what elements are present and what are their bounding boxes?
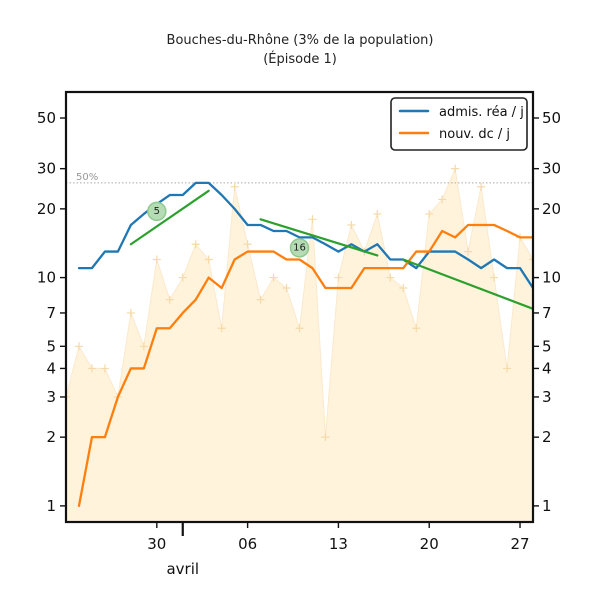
daily-point [295, 324, 304, 333]
y-tick-label-left: 4 [46, 359, 56, 377]
trend-line-2 [259, 218, 379, 257]
daily-point [321, 433, 330, 442]
daily-point [87, 364, 96, 373]
y-tick-label-left: 10 [37, 269, 56, 287]
daily-point [269, 273, 278, 282]
daily-point [464, 247, 473, 256]
daily-point [217, 324, 226, 333]
daily-point [373, 209, 382, 218]
legend-label-adm: admis. réa / j [439, 105, 524, 120]
chart-title: Bouches-du-Rhône (3% de la population) [167, 33, 434, 48]
daily-point [438, 195, 447, 204]
reference-line-label: 50% [76, 172, 98, 183]
daily-point [178, 273, 187, 282]
y-tick-label-right: 4 [542, 359, 552, 377]
y-tick-label-right: 3 [542, 388, 552, 406]
y-tick-label-right: 30 [542, 160, 561, 178]
daily-point [490, 273, 499, 282]
daily-point [282, 284, 291, 293]
y-tick-label-right: 1 [542, 497, 552, 515]
trend-line-3 [402, 258, 533, 310]
daily-point [412, 324, 421, 333]
daily-point [139, 342, 148, 351]
daily-point [451, 164, 460, 173]
y-tick-label-left: 30 [37, 160, 56, 178]
plot-area: 50% 5 16 [66, 164, 533, 522]
y-tick-label-right: 7 [542, 304, 552, 322]
daily-area [66, 168, 533, 522]
daily-point [126, 308, 135, 317]
trend-label: 16 [293, 242, 306, 253]
y-tick-label-right: 5 [542, 337, 552, 355]
daily-point [100, 364, 109, 373]
y-tick-label-left: 7 [46, 304, 56, 322]
x-tick-label: 30 [147, 535, 166, 553]
plot-content: 50% 5 16 [66, 164, 533, 522]
daily-point [386, 273, 395, 282]
y-tick-label-right: 20 [542, 200, 561, 218]
daily-point [308, 215, 317, 224]
y-tick-label-right: 50 [542, 109, 561, 127]
month-label: avril [166, 560, 199, 578]
x-tick-label: 27 [510, 535, 529, 553]
trend-label: 5 [154, 206, 160, 217]
series-line-dc [77, 223, 533, 508]
daily-point [230, 182, 239, 191]
daily-point [204, 255, 213, 264]
y-tick-label-left: 2 [46, 428, 56, 446]
daily-point [529, 255, 533, 264]
y-tick-label-left: 3 [46, 388, 56, 406]
y-tick-label-right: 2 [542, 428, 552, 446]
daily-point [66, 392, 70, 401]
x-tick-label: 13 [329, 535, 348, 553]
axes: 1 1 2 2 3 3 4 4 5 5 7 7 10 10 20 20 30 30 50 50 30 06 13 20 27 av… [37, 109, 561, 578]
plot-frame [64, 90, 535, 524]
daily-point [74, 342, 83, 351]
daily-point [347, 220, 356, 229]
y-tick-label-left: 20 [37, 200, 56, 218]
y-tick-label-left: 50 [37, 109, 56, 127]
trend-label-badge [147, 201, 167, 222]
daily-point [477, 182, 486, 191]
daily-point [256, 295, 265, 304]
x-tick-label: 06 [238, 535, 257, 553]
chart-subtitle: (Épisode 1) [263, 51, 337, 67]
y-tick-label-left: 1 [46, 497, 56, 515]
trend-label-badge [289, 238, 310, 258]
daily-point [425, 209, 434, 218]
y-tick-label-left: 5 [46, 337, 56, 355]
daily-point [334, 273, 343, 282]
daily-point [503, 364, 512, 373]
daily-point [152, 255, 161, 264]
trend-line-1 [129, 189, 210, 246]
daily-point [165, 295, 174, 304]
x-tick-label: 20 [420, 535, 439, 553]
y-tick-label-right: 10 [542, 269, 561, 287]
daily-point [191, 240, 200, 249]
legend: admis. réa / j nouv. dc / j [390, 97, 528, 151]
legend-label-dc: nouv. dc / j [439, 127, 510, 142]
daily-point [399, 284, 408, 293]
daily-point [243, 240, 252, 249]
